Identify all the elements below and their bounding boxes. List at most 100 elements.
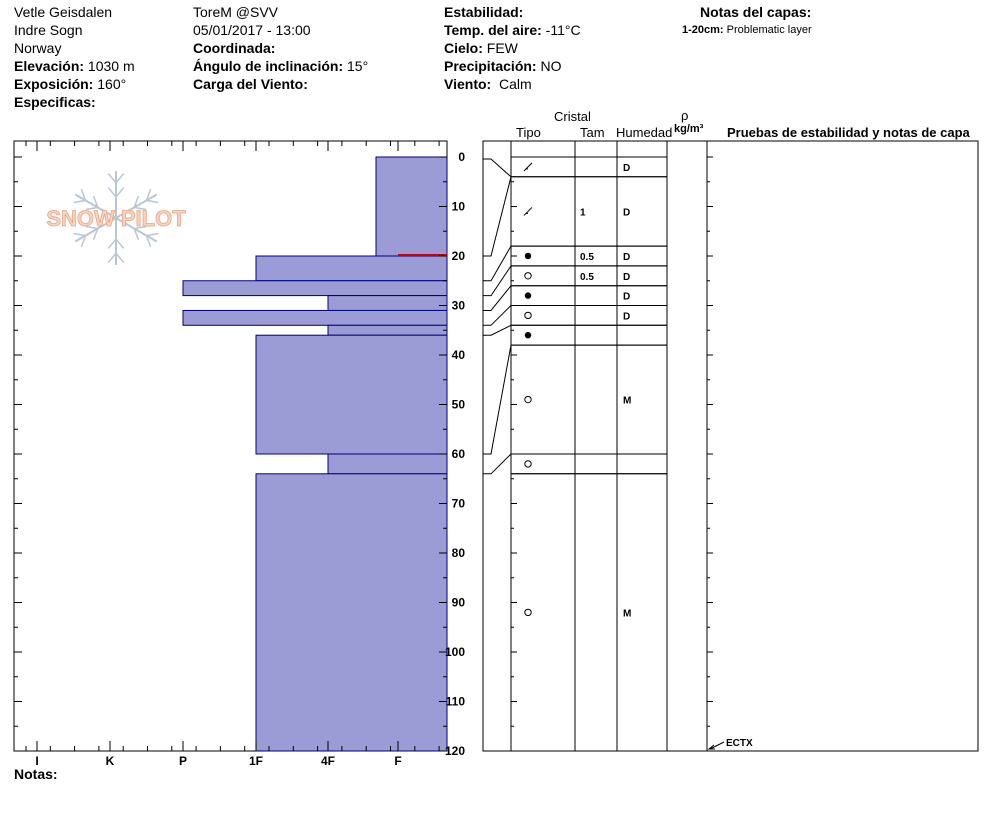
crystal-faceted-symbol <box>524 272 532 280</box>
test-annotation-label: ECTX <box>726 738 753 749</box>
layer-table-frame <box>482 140 979 752</box>
hardness-tick-label: P <box>179 754 187 768</box>
depth-tick-label: 30 <box>452 299 466 313</box>
sky-value: FEW <box>486 40 518 56</box>
aspect-label: Exposición: <box>14 76 94 92</box>
moisture-value: D <box>623 272 630 283</box>
region-name: Indre Sogn <box>14 22 83 38</box>
hardness-tick-label: I <box>35 754 38 768</box>
depth-tick-label: 120 <box>445 744 465 758</box>
layer-connector-line <box>483 285 512 311</box>
wind-row: Viento: Calm <box>444 77 532 91</box>
density-unit-header: kg/m³ <box>674 123 704 135</box>
slope-row: Ángulo de inclinación: 15° <box>193 59 368 73</box>
tests-header: Pruebas de estabilidad y notas de capa <box>727 125 970 140</box>
stability-label: Estabilidad: <box>444 4 524 20</box>
layer-connector-line <box>483 305 512 326</box>
layer-connector-line <box>483 176 512 257</box>
crystal-rounded-symbol <box>524 292 532 299</box>
crystal-faceted-symbol <box>524 608 532 617</box>
hardness-bar <box>327 453 448 475</box>
air-temp-row: Temp. del aire: -11°C <box>444 23 581 37</box>
hardness-bar <box>327 324 448 336</box>
air-temp-label: Temp. del aire: <box>444 22 542 38</box>
sky-label: Cielo: <box>444 40 483 56</box>
layer-note-range: 1-20cm: <box>682 24 724 36</box>
crystal-header: Cristal <box>554 109 591 124</box>
layer-connector-line <box>483 245 512 282</box>
hardness-tick-label: F <box>394 754 401 768</box>
depth-tick-label: 20 <box>452 249 466 263</box>
hardness-bar <box>255 255 448 282</box>
layer-connector-line <box>483 453 512 475</box>
country-name: Norway <box>14 40 62 56</box>
hardness-bar <box>375 156 448 257</box>
depth-tick-label: 70 <box>452 497 466 511</box>
layer-notes-title: Notas del capas: <box>700 4 812 20</box>
size-header: Tam <box>580 125 605 140</box>
moisture-value: D <box>623 311 630 322</box>
coordinate-label: Coordinada: <box>193 40 276 56</box>
crystal-size-value: 0.5 <box>580 252 594 263</box>
depth-tick-label: 40 <box>452 348 466 362</box>
crystal-faceted-symbol <box>524 311 532 320</box>
elevation-value: 1030 m <box>87 58 135 74</box>
moisture-value: M <box>623 396 631 407</box>
precip-value: NO <box>540 58 562 74</box>
moisture-header: Humedad <box>616 125 673 140</box>
observation-datetime: 05/01/2017 - 13:00 <box>193 22 311 38</box>
crystal-faceted-symbol <box>524 460 532 468</box>
moisture-value: D <box>623 207 630 218</box>
aspect-row: Exposición: 160° <box>14 77 126 91</box>
hardness-tick-label: 4F <box>321 754 335 768</box>
layer-connector-line <box>483 265 512 297</box>
precip-label: Precipitación: <box>444 58 537 74</box>
elevation-label: Elevación: <box>14 58 85 74</box>
slope-label: Ángulo de inclinación: <box>193 58 344 74</box>
hardness-tick-label: K <box>106 754 115 768</box>
aspect-value: 160° <box>97 76 127 92</box>
depth-tick-label: 100 <box>445 645 465 659</box>
depth-tick-label: 90 <box>452 596 466 610</box>
wind-value: Calm <box>498 76 532 92</box>
crystal-faceted-symbol <box>524 395 532 404</box>
depth-tick-label: 10 <box>452 200 466 214</box>
moisture-value: M <box>623 608 631 619</box>
layer-note: 1-20cm: Problematic layer <box>682 25 812 36</box>
slope-value: 15° <box>347 58 369 74</box>
location-name: Vetle Geisdalen <box>14 4 113 20</box>
crystal-size-value: 0.5 <box>580 272 594 283</box>
hardness-bar <box>327 295 448 311</box>
hardness-bar <box>182 309 448 326</box>
air-temp-value: -11°C <box>545 22 581 38</box>
hardness-bar <box>255 473 448 752</box>
depth-tick-label: 60 <box>452 447 466 461</box>
depth-tick-label: 80 <box>452 546 466 560</box>
precip-row: Precipitación: NO <box>444 59 561 73</box>
elevation-row: Elevación: 1030 m <box>14 59 135 73</box>
wind-label: Viento: <box>444 76 492 92</box>
specifics-label: Especificas: <box>14 94 96 110</box>
layer-connector-line <box>483 345 512 455</box>
hardness-bar <box>255 334 448 455</box>
test-annotation-arrow <box>709 741 725 750</box>
depth-tick-label: 50 <box>452 398 466 412</box>
crystal-rounded-symbol <box>524 332 532 339</box>
moisture-value: D <box>623 163 630 174</box>
depth-tick-label: 0 <box>458 150 465 164</box>
wind-load-label: Carga del Viento: <box>193 76 308 92</box>
sky-row: Cielo: FEW <box>444 41 518 55</box>
type-header: Tipo <box>516 125 541 140</box>
hardness-bar <box>182 280 448 297</box>
crystal-size-value: 1 <box>580 207 586 218</box>
crystal-decomposing-symbol <box>523 207 533 216</box>
layer-note-text: Problematic layer <box>726 24 812 36</box>
rho-header: ρ <box>681 108 689 123</box>
hardness-tick-label: 1F <box>249 754 263 768</box>
observer: ToreM @SVV <box>193 4 279 20</box>
moisture-value: D <box>623 252 630 263</box>
moisture-value: D <box>623 292 630 303</box>
notes-label: Notas: <box>14 766 58 782</box>
depth-tick-label: 110 <box>446 695 466 709</box>
